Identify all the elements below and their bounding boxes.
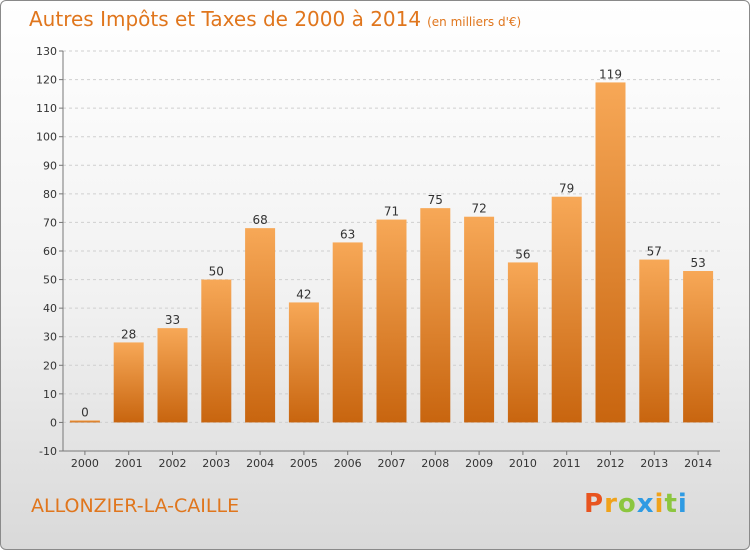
x-tick-label: 2003 bbox=[202, 457, 230, 470]
logo-letter: t bbox=[664, 489, 678, 519]
bar bbox=[639, 259, 670, 423]
bar-value-label: 53 bbox=[690, 256, 705, 270]
y-tick-label: 10 bbox=[43, 388, 57, 401]
bar-value-label: 42 bbox=[296, 287, 311, 301]
x-axis-ticks: 2000 2001 2002 2003 2004 2005 2006 2007 2008 2009… bbox=[71, 451, 712, 470]
commune-name: ALLONZIER-LA-CAILLE bbox=[31, 495, 240, 517]
logo-letter: P bbox=[584, 489, 605, 519]
y-axis-ticks: -10 0 10 20 30 40 50 60 70 80 90 100 110 120 130 bbox=[36, 45, 720, 458]
y-tick-label: 60 bbox=[43, 245, 57, 258]
x-tick-label: 2010 bbox=[509, 457, 537, 470]
bar-value-label: 68 bbox=[252, 213, 267, 227]
bar bbox=[245, 228, 276, 423]
y-tick-label: 130 bbox=[36, 45, 57, 58]
y-tick-label: 30 bbox=[43, 331, 57, 344]
bar-value-label: 63 bbox=[340, 227, 355, 241]
bar bbox=[683, 271, 714, 423]
bar bbox=[507, 262, 538, 423]
logo-letter: o bbox=[617, 489, 637, 519]
x-tick-label: 2008 bbox=[421, 457, 449, 470]
x-tick-label: 2011 bbox=[553, 457, 581, 470]
bar-value-label: 75 bbox=[428, 193, 443, 207]
logo-letter: r bbox=[604, 489, 618, 519]
bar-value-label: 50 bbox=[209, 265, 224, 279]
bar-value-label: 79 bbox=[559, 182, 574, 196]
x-tick-label: 2002 bbox=[159, 457, 187, 470]
x-tick-label: 2001 bbox=[115, 457, 143, 470]
x-tick-label: 2007 bbox=[378, 457, 406, 470]
y-tick-label: 120 bbox=[36, 74, 57, 87]
bar-value-label: 119 bbox=[599, 67, 622, 81]
y-tick-label: 80 bbox=[43, 188, 57, 201]
bar bbox=[376, 219, 407, 423]
bar bbox=[332, 242, 363, 423]
y-tick-label: 0 bbox=[50, 416, 57, 429]
y-tick-label: 50 bbox=[43, 274, 57, 287]
bars: 0 28 33 50 68 42 63 71 75 72 56 79 119 57 53 bbox=[69, 67, 714, 423]
logo-letter: i bbox=[677, 489, 688, 519]
proxiti-logo: Proxiti bbox=[584, 489, 688, 519]
y-tick-label: 110 bbox=[36, 102, 57, 115]
bar bbox=[157, 328, 188, 423]
bar bbox=[595, 82, 626, 423]
bar-value-label: 33 bbox=[165, 313, 180, 327]
x-tick-label: 2014 bbox=[684, 457, 712, 470]
bar-value-label: 72 bbox=[471, 202, 486, 216]
bar-value-label: 71 bbox=[384, 205, 399, 219]
y-tick-label: 100 bbox=[36, 131, 57, 144]
x-tick-label: 2009 bbox=[465, 457, 493, 470]
bar bbox=[201, 279, 232, 423]
bar-value-label: 57 bbox=[647, 245, 662, 259]
y-tick-label: 90 bbox=[43, 159, 57, 172]
y-tick-label: 40 bbox=[43, 302, 57, 315]
bar bbox=[288, 302, 319, 423]
chart-title: Autres Impôts et Taxes de 2000 à 2014 (en… bbox=[29, 7, 521, 31]
unit-label: (en milliers d'€) bbox=[427, 15, 522, 29]
x-tick-label: 2006 bbox=[334, 457, 362, 470]
bar bbox=[113, 342, 144, 423]
bar-value-label: 28 bbox=[121, 327, 136, 341]
bar bbox=[69, 420, 100, 423]
x-tick-label: 2004 bbox=[246, 457, 274, 470]
title-text: Autres Impôts et Taxes de 2000 à 2014 bbox=[29, 7, 422, 31]
y-tick-label: 20 bbox=[43, 359, 57, 372]
bar-value-label: 56 bbox=[515, 247, 530, 261]
bar-value-label: 0 bbox=[81, 405, 89, 419]
bar bbox=[551, 196, 582, 423]
y-tick-label: -10 bbox=[39, 445, 57, 458]
x-tick-label: 2005 bbox=[290, 457, 318, 470]
bar bbox=[420, 208, 451, 423]
logo-letter: x bbox=[636, 489, 655, 519]
x-tick-label: 2013 bbox=[640, 457, 668, 470]
bar bbox=[464, 216, 495, 423]
x-tick-label: 2012 bbox=[597, 457, 625, 470]
y-tick-label: 70 bbox=[43, 216, 57, 229]
x-tick-label: 2000 bbox=[71, 457, 99, 470]
logo-letter: i bbox=[654, 489, 665, 519]
